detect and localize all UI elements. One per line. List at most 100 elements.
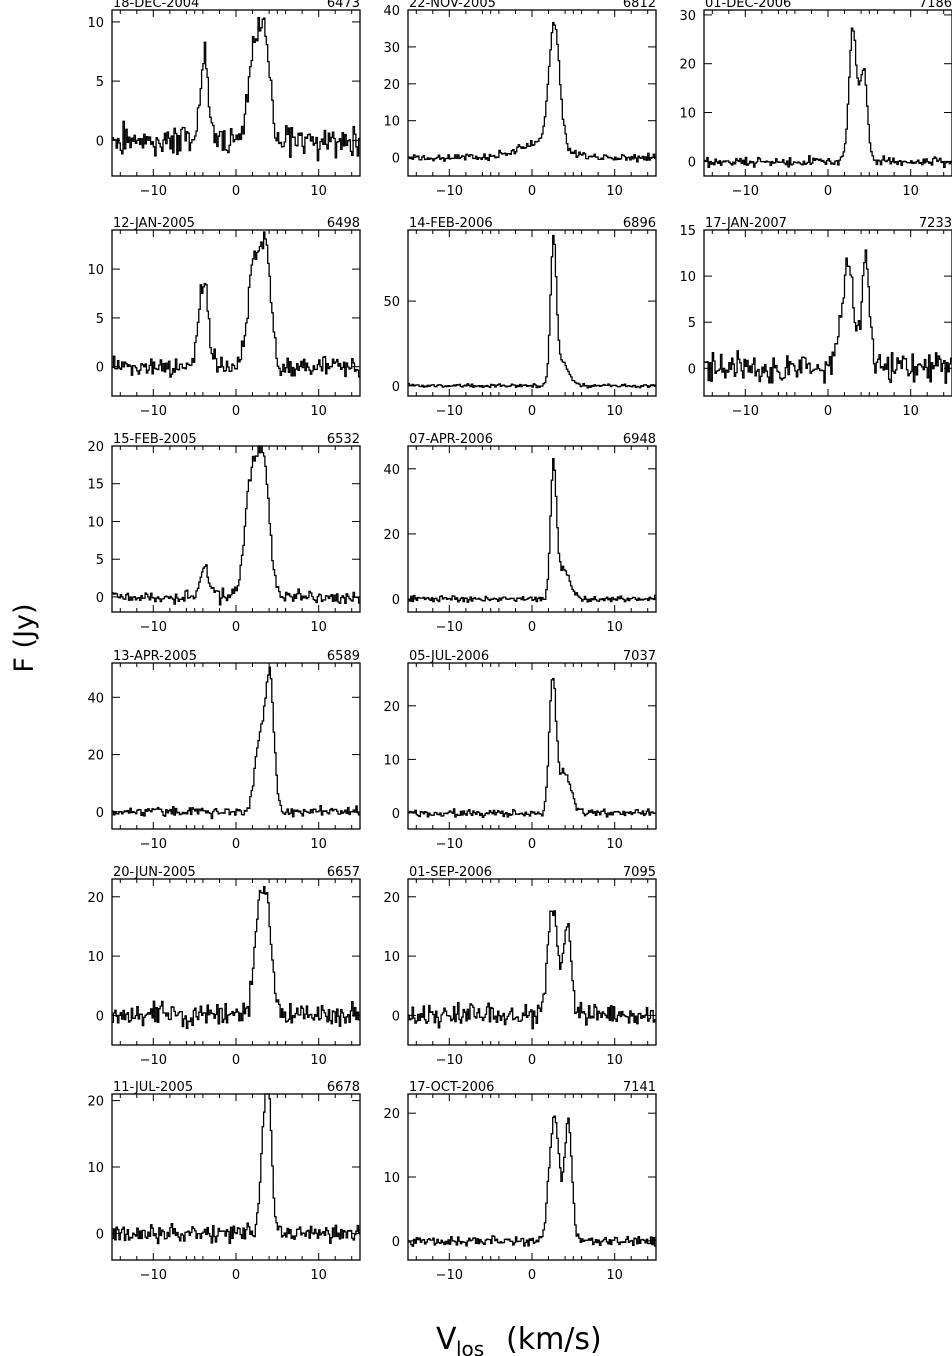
y-tick-label: 50: [383, 295, 400, 310]
y-tick-label: 0: [392, 807, 400, 822]
spectrum-panel: −10 0 10 0 5 10 12-JAN-2005 6498: [87, 216, 361, 419]
y-tick-label: 10: [87, 16, 104, 31]
spectrum-panel: −10 0 10 0 10 20 11-JUL-2005 6678: [87, 1080, 361, 1283]
spectrum-panel: −10 0 10 0 20 40 13-APR-2005 6589: [87, 649, 361, 852]
y-tick-label: 20: [383, 891, 400, 906]
y-tick-label: 5: [688, 316, 696, 331]
panel-frame: [407, 9, 657, 177]
panel-date-label: 17-OCT-2006: [409, 1080, 494, 1095]
panel-frame: [407, 662, 657, 830]
panel-date-label: 15-FEB-2005: [113, 432, 197, 447]
panel-frame: [111, 662, 361, 830]
y-tick-label: 10: [383, 753, 400, 768]
y-tick-label: 10: [87, 950, 104, 965]
x-tick-label: 10: [310, 837, 327, 852]
spectrum-line: [408, 21, 656, 163]
y-tick-label: 0: [96, 1009, 104, 1024]
y-tick-label: 40: [383, 463, 400, 478]
spectrum-line: [408, 1115, 656, 1247]
x-tick-label: 10: [606, 184, 623, 199]
panel-id-label: 7233: [919, 216, 952, 231]
y-tick-label: 10: [679, 107, 696, 122]
panel-date-label: 13-APR-2005: [113, 649, 197, 664]
panel-date-label: 17-JAN-2007: [705, 216, 787, 231]
y-tick-label: 0: [96, 361, 104, 376]
y-tick-label: 40: [87, 691, 104, 706]
y-tick-label: 5: [96, 75, 104, 90]
y-tick-label: 0: [688, 362, 696, 377]
y-tick-label: 20: [383, 528, 400, 543]
x-tick-label: −10: [732, 404, 759, 419]
spectrum-line: [112, 231, 360, 378]
x-tick-label: 10: [310, 184, 327, 199]
y-tick-label: 20: [383, 78, 400, 93]
x-tick-label: −10: [140, 404, 167, 419]
spectrum-line: [112, 445, 360, 606]
x-tick-label: −10: [436, 1053, 463, 1068]
spectrum-line: [112, 16, 360, 162]
spectrum-line: [704, 249, 952, 384]
y-tick-label: 0: [392, 152, 400, 167]
x-tick-label: 10: [606, 837, 623, 852]
x-tick-label: 10: [902, 184, 919, 199]
x-tick-label: −10: [436, 620, 463, 635]
x-tick-label: −10: [436, 1268, 463, 1283]
spectra-panels: −10 0 10 0 5 10 18-DEC-2004 6473 −10 0 10 0 5 10 12-JA…: [87, 0, 952, 1283]
x-axis-title-subscript: los: [456, 1337, 484, 1356]
panel-id-label: 6678: [327, 1080, 360, 1095]
panel-date-label: 12-JAN-2005: [113, 216, 195, 231]
y-tick-label: 20: [383, 700, 400, 715]
spectrum-panel: −10 0 10 0 5 10 15 17-JAN-2007 7233: [679, 216, 952, 419]
x-tick-label: 10: [310, 1268, 327, 1283]
y-tick-label: 15: [679, 224, 696, 239]
x-tick-label: 0: [528, 620, 536, 635]
spectrum-line: [112, 885, 360, 1030]
spectrum-line: [408, 677, 656, 818]
panel-frame: [111, 9, 361, 177]
y-tick-label: 0: [392, 593, 400, 608]
x-tick-label: 0: [824, 404, 832, 419]
panel-date-label: 11-JUL-2005: [113, 1080, 193, 1095]
y-tick-label: 0: [392, 380, 400, 395]
spectrum-panel: −10 0 10 0 10 20 17-OCT-2006 7141: [383, 1080, 657, 1283]
x-tick-label: 10: [902, 404, 919, 419]
spectrum-panel: −10 0 10 0 10 20 30 40 22-NOV-2005 6812: [383, 0, 657, 199]
y-tick-label: 30: [679, 9, 696, 24]
x-tick-label: 10: [606, 1053, 623, 1068]
x-tick-label: 0: [232, 837, 240, 852]
x-tick-label: −10: [140, 1268, 167, 1283]
panel-id-label: 6473: [327, 0, 360, 11]
x-tick-label: −10: [436, 184, 463, 199]
spectrum-panel: −10 0 10 0 10 20 05-JUL-2006 7037: [383, 649, 657, 852]
panel-id-label: 7095: [623, 865, 656, 880]
panel-date-label: 22-NOV-2005: [409, 0, 496, 11]
y-tick-label: 10: [87, 263, 104, 278]
y-tick-label: 5: [96, 553, 104, 568]
panel-date-label: 01-DEC-2006: [705, 0, 791, 11]
x-axis-title-main: V: [436, 1322, 457, 1356]
x-tick-label: −10: [436, 837, 463, 852]
x-tick-label: 10: [606, 404, 623, 419]
y-tick-label: 0: [392, 1009, 400, 1024]
panel-frame: [111, 878, 361, 1046]
y-tick-label: 0: [96, 806, 104, 821]
x-tick-label: −10: [436, 404, 463, 419]
y-tick-label: 10: [383, 950, 400, 965]
panel-frame: [407, 229, 657, 397]
x-tick-label: 10: [606, 1268, 623, 1283]
x-tick-label: −10: [140, 184, 167, 199]
x-tick-label: −10: [732, 184, 759, 199]
y-tick-label: 20: [383, 1107, 400, 1122]
spectrum-panel: −10 0 10 0 10 20 30 01-DEC-2006 7186: [679, 0, 952, 199]
x-tick-label: 0: [232, 620, 240, 635]
panel-date-label: 18-DEC-2004: [113, 0, 199, 11]
x-tick-label: 0: [528, 184, 536, 199]
y-tick-label: 0: [96, 134, 104, 149]
panel-date-label: 05-JUL-2006: [409, 649, 489, 664]
panel-id-label: 7037: [623, 649, 656, 664]
spectrum-panel: −10 0 10 0 10 20 01-SEP-2006 7095: [383, 865, 657, 1068]
panel-date-label: 01-SEP-2006: [409, 865, 492, 880]
x-tick-label: 10: [310, 404, 327, 419]
panel-id-label: 6896: [623, 216, 656, 231]
x-tick-label: 0: [232, 1053, 240, 1068]
